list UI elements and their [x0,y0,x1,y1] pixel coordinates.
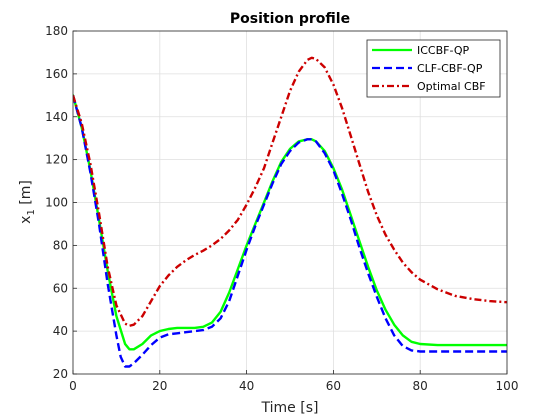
y-tick-label: 20 [53,367,68,381]
x-axis-label: Time [s] [261,400,319,416]
y-tick-label: 100 [45,196,68,210]
series-layer [73,56,507,368]
series-line-optimal-cbf [73,56,507,327]
y-tick-label: 180 [45,24,68,38]
y-tick-label: 40 [53,324,68,338]
x-tick-label: 60 [326,379,341,393]
x-tick-label: 80 [413,379,428,393]
x-tick-label: 100 [496,379,519,393]
y-axis-label: x1 [m] [18,180,37,224]
x-tick-label: 0 [69,379,77,393]
y-axis-label-symbol: x [18,216,34,224]
x-tick-label: 20 [152,379,167,393]
x-tick-label: 40 [239,379,254,393]
y-tick-label: 80 [53,238,68,252]
y-axis-label-subscript: 1 [26,209,37,215]
legend-label-clf-cbf-qp: CLF-CBF-QP [417,62,483,75]
y-tick-label: 120 [45,153,68,167]
legend-label-optimal-cbf: Optimal CBF [417,80,486,93]
series-line-iccbf-qp [73,94,507,351]
y-tick-label: 160 [45,67,68,81]
series-line-clf-cbf-qp [73,94,507,368]
y-axis-label-unit: [m] [18,180,34,209]
legend-label-iccbf-qp: ICCBF-QP [417,44,470,57]
y-tick-label: 140 [45,110,68,124]
y-tick-label: 60 [53,281,68,295]
legend: ICCBF-QP CLF-CBF-QP Optimal CBF [366,39,501,98]
chart-title: Position profile [230,11,350,27]
